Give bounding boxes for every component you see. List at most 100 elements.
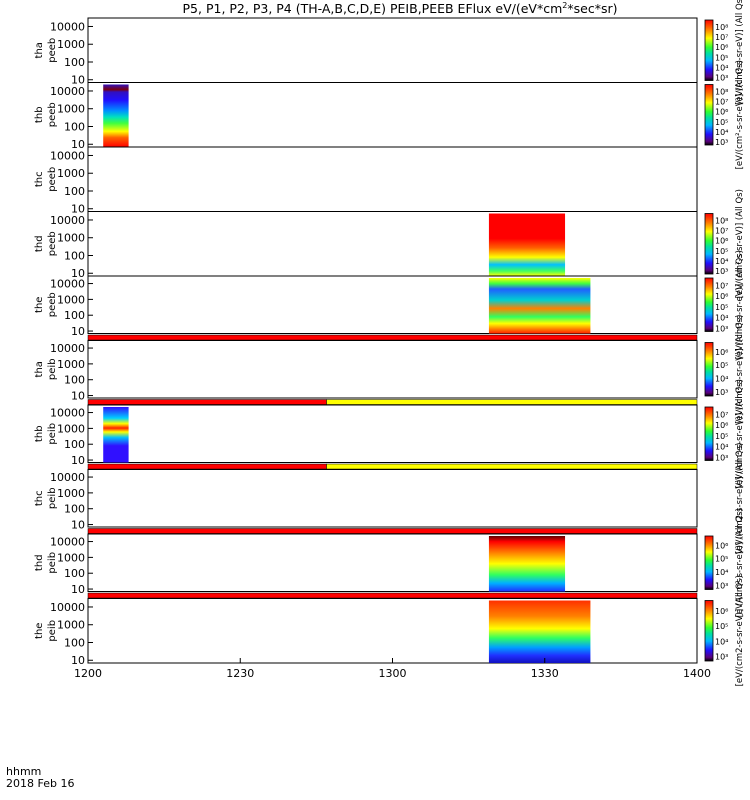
- plot-frame: [87, 146, 698, 212]
- panel-label-product: peib: [47, 487, 58, 509]
- y-tick-label: 10000: [50, 407, 85, 420]
- plot-frame: [87, 404, 698, 463]
- colorbar-tick-label: 10³: [715, 388, 728, 397]
- y-tick-label: 1000: [57, 358, 85, 371]
- colorbar-tick-label: 10³: [715, 73, 728, 82]
- colorbar-tick-label: 10³: [715, 138, 728, 147]
- colorbar-tick-label: 10⁶: [715, 541, 728, 550]
- y-tick-label: 10000: [50, 278, 85, 291]
- y-tick-label: 1000: [57, 422, 85, 435]
- panel-thd-peib: 10 100 1000 10000 thd peib 10³ 10⁴ 10⁵ 10⁶ [eV/(cm…: [34, 508, 745, 617]
- plot-frame: [87, 17, 698, 83]
- y-tick-label: 100: [64, 249, 85, 262]
- colorbar: [704, 342, 714, 397]
- colorbar-tick-label: 10⁴: [715, 637, 728, 646]
- colorbar-tick-label: 10⁵: [715, 118, 728, 127]
- y-tick-label: 10: [71, 267, 85, 280]
- x-tick-label: 1230: [226, 667, 254, 680]
- y-tick-label: 10000: [50, 214, 85, 227]
- colorbar-tick-label: 10⁶: [715, 237, 728, 246]
- plot-frame: [87, 211, 698, 277]
- y-tick-label: 10000: [50, 85, 85, 98]
- y-tick-label: 10: [71, 654, 85, 667]
- colorbar-tick-label: 10⁴: [715, 128, 728, 137]
- x-units-label: hhmm: [6, 765, 41, 778]
- colorbar-tick-label: 10⁵: [715, 303, 728, 312]
- colorbar-tick-label: 10⁸: [715, 88, 728, 97]
- colorbar-tick-label: 10³: [715, 324, 728, 333]
- y-tick-label: 100: [64, 120, 85, 133]
- colorbar-tick-label: 10⁷: [715, 410, 728, 419]
- panel-label-probe: thd: [34, 554, 45, 571]
- colorbar-tick-label: 10³: [715, 652, 728, 661]
- colorbar-label: [eV/(cm²-s-sr-eV)] (All Qs): [735, 508, 745, 617]
- y-tick-label: 100: [64, 636, 85, 649]
- y-tick-label: 100: [64, 185, 85, 198]
- panel-thc-peib: 10 100 1000 10000 thc peib [eV/(cm2-s-sr-eV)] …: [34, 443, 745, 554]
- plot-frame: [87, 82, 698, 148]
- panel-label-product: peib: [47, 358, 58, 380]
- panel-label-product: peeb: [47, 231, 58, 256]
- spectrogram-block: [488, 600, 591, 663]
- x-axis: 1200 1230 1300 1330 1400: [74, 658, 711, 680]
- y-tick-label: 10000: [50, 342, 85, 355]
- y-tick-label: 100: [64, 438, 85, 451]
- colorbar-tick-label: 10⁴: [715, 443, 728, 452]
- y-tick-label: 100: [64, 374, 85, 387]
- colorbar-tick-label: 10⁷: [715, 227, 728, 236]
- colorbar: [704, 84, 714, 146]
- panel-label-probe: thc: [34, 490, 45, 506]
- y-tick-label: 1000: [57, 167, 85, 180]
- colorbar-label: [eV/(cm²-s-sr-eV)] (All Qs): [735, 60, 745, 169]
- plot-frame: [87, 598, 698, 664]
- chart-title: P5, P1, P2, P3, P4 (TH-A,B,C,D,E) PEIB,P…: [183, 1, 618, 16]
- colorbar-tick-label: 10⁵: [715, 53, 728, 62]
- y-tick-label: 100: [64, 567, 85, 580]
- y-tick-label: 10: [71, 203, 85, 216]
- panel-label-product: peib: [47, 620, 58, 642]
- x-tick-label: 1200: [74, 667, 102, 680]
- flag-bar-segment: [87, 592, 698, 599]
- colorbar-tick-label: 10⁴: [715, 568, 728, 577]
- panel-label-product: peeb: [47, 167, 58, 192]
- colorbar-tick-label: 10⁴: [715, 314, 728, 323]
- y-tick-label: 10: [71, 519, 85, 532]
- colorbar-tick-label: 10⁴: [715, 63, 728, 72]
- colorbar-tick-label: 10⁷: [715, 98, 728, 107]
- colorbar-tick-label: 10⁵: [715, 361, 728, 370]
- plot-frame: [87, 469, 698, 528]
- y-tick-label: 10: [71, 138, 85, 151]
- panel-thc-peeb: 10 100 1000 10000 thc peeb: [34, 146, 698, 216]
- flag-bar-segment: [326, 463, 698, 470]
- plot-frame: [87, 275, 698, 334]
- y-tick-label: 100: [64, 503, 85, 516]
- colorbar-label: [eV/(cm²-s-sr-eV)] (All Qs): [735, 189, 745, 298]
- colorbar-tick-label: 10⁵: [715, 555, 728, 564]
- colorbar-tick-label: 10⁶: [715, 292, 728, 301]
- x-tick-label: 1330: [531, 667, 559, 680]
- spectrogram-block: [103, 84, 129, 147]
- colorbar-tick-label: 10³: [715, 453, 728, 462]
- y-tick-label: 1000: [57, 103, 85, 116]
- colorbar-label: [eV/(cm²-s-sr-eV)] (All Qs): [735, 0, 745, 105]
- panel-the-peib: 10 100 1000 10000 the peib 10³ 10⁴ 10⁵ 10⁶ [eV/(cm…: [34, 575, 745, 686]
- colorbar: [704, 213, 714, 275]
- colorbar-tick-label: 10⁶: [715, 43, 728, 52]
- x-date-label: 2018 Feb 16: [6, 777, 74, 790]
- plot-frame: [87, 340, 698, 399]
- y-tick-label: 1000: [57, 487, 85, 500]
- colorbar-label: [eV/(cm²-s-sr-eV)] (All Qs): [735, 379, 745, 488]
- colorbar-label: [eV/(cm2-s-sr-eV)] (All Qs): [735, 575, 745, 686]
- panel-label-product: peib: [47, 423, 58, 445]
- colorbar-tick-label: 10⁸: [715, 23, 728, 32]
- y-tick-label: 10000: [50, 471, 85, 484]
- panel-label-product: peib: [47, 552, 58, 574]
- y-tick-label: 100: [64, 56, 85, 69]
- flag-bar-segment: [326, 399, 698, 405]
